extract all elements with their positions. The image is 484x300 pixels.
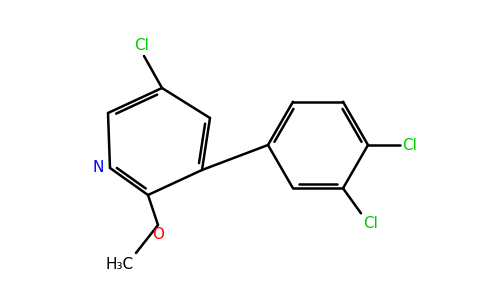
Text: H₃C: H₃C (106, 257, 134, 272)
Text: Cl: Cl (135, 38, 150, 53)
Text: O: O (152, 227, 164, 242)
Text: Cl: Cl (363, 216, 378, 231)
Text: N: N (92, 160, 104, 175)
Text: Cl: Cl (402, 137, 417, 152)
